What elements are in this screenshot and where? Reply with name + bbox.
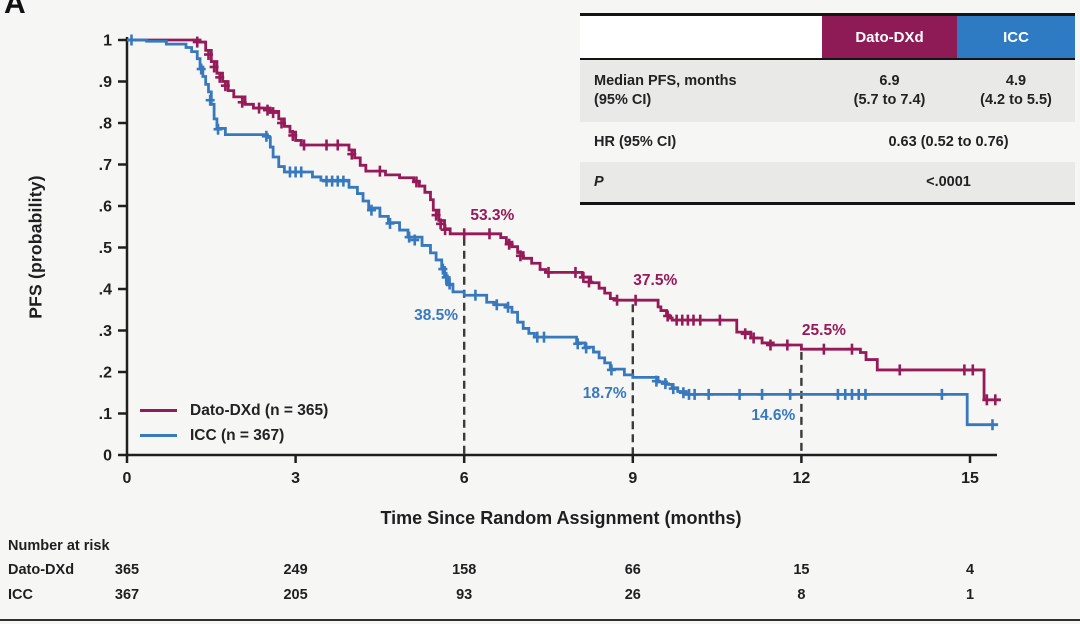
y-tick-label: 0 xyxy=(103,448,112,465)
annotation-dato-37.5: 37.5% xyxy=(633,271,678,289)
median-dato-ci: (5.7 to 7.4) xyxy=(853,92,926,108)
x-tick-label: 6 xyxy=(460,470,469,487)
median-icc-months: 4.9 xyxy=(1005,73,1027,90)
legend: Dato-DXd (n = 365) ICC (n = 367) xyxy=(140,398,328,448)
median-pfs-label-line1: Median PFS, months xyxy=(594,73,737,90)
nar-value: 15 xyxy=(793,562,810,578)
p-value: <.0001 xyxy=(926,173,971,190)
nar-value: 205 xyxy=(283,587,308,603)
hr-label: HR (95% CI) xyxy=(594,133,677,150)
x-tick-label: 12 xyxy=(793,470,811,487)
legend-label-dato: Dato-DXd (n = 365) xyxy=(190,401,329,419)
nar-value: 4 xyxy=(965,562,975,578)
median-pfs-dato-value: 6.9 (5.7 to 7.4) xyxy=(822,72,957,110)
nar-value: 66 xyxy=(624,562,641,578)
nar-row-label-icc: ICC xyxy=(8,587,33,603)
y-axis-title: PFS (probability) xyxy=(25,175,46,319)
nar-value: 26 xyxy=(624,587,641,603)
icc-line-swatch-icon xyxy=(140,434,177,437)
annotation-icc-38.5: 38.5% xyxy=(414,306,459,324)
y-tick-label: .8 xyxy=(99,116,112,133)
legend-label-icc: ICC (n = 367) xyxy=(190,426,285,444)
y-tick-label: .9 xyxy=(99,74,112,91)
median-dato-months: 6.9 xyxy=(879,73,900,90)
hr-value: 0.63 (0.52 to 0.76) xyxy=(888,133,1009,150)
nar-value: 367 xyxy=(114,587,140,603)
x-tick-label: 15 xyxy=(961,470,979,487)
annotation-icc-14.6: 14.6% xyxy=(751,406,796,424)
nar-value: 93 xyxy=(456,587,473,603)
annotation-icc-18.7: 18.7% xyxy=(582,384,627,402)
legend-item-dato: Dato-DXd (n = 365) xyxy=(140,398,328,423)
annotation-dato-53.3: 53.3% xyxy=(470,207,515,225)
x-axis-title: Time Since Random Assignment (months) xyxy=(380,508,742,528)
bottom-divider xyxy=(0,619,1080,621)
dato-line-swatch-icon xyxy=(140,409,177,412)
stats-header-icc: ICC xyxy=(957,16,1075,58)
stats-header-row: Dato-DXd ICC xyxy=(580,16,1075,60)
nar-row-label-dato-dxd: Dato-DXd xyxy=(8,562,75,578)
stats-header-dato: Dato-DXd xyxy=(822,16,957,58)
y-tick-label: .5 xyxy=(99,240,112,257)
x-tick-label: 3 xyxy=(291,470,300,487)
panel-label: A xyxy=(4,0,26,20)
stats-row-median: Median PFS, months (95% CI) 6.9 (5.7 to … xyxy=(580,60,1075,122)
y-tick-label: .6 xyxy=(99,199,112,216)
legend-item-icc: ICC (n = 367) xyxy=(140,423,328,448)
p-label: P xyxy=(594,173,604,190)
annotation-dato-25.5: 25.5% xyxy=(801,321,846,339)
stats-row-p: P <.0001 xyxy=(580,162,1075,202)
nar-value: 8 xyxy=(797,587,806,603)
number-at-risk-title: Number at risk xyxy=(8,538,110,554)
y-tick-label: .7 xyxy=(99,157,112,174)
nar-value: 365 xyxy=(114,562,140,578)
nar-value: 1 xyxy=(965,587,975,603)
median-icc-ci: (4.2 to 5.5) xyxy=(980,92,1052,108)
y-tick-label: .4 xyxy=(99,282,112,299)
y-tick-label: .2 xyxy=(99,365,112,382)
x-tick-label: 9 xyxy=(628,470,637,487)
stats-row-hr: HR (95% CI) 0.63 (0.52 to 0.76) xyxy=(580,122,1075,162)
x-tick-label: 0 xyxy=(123,470,132,487)
median-pfs-label: Median PFS, months (95% CI) xyxy=(580,72,822,110)
y-tick-label: .3 xyxy=(99,323,112,340)
summary-stats-table: Dato-DXd ICC Median PFS, months (95% CI)… xyxy=(580,13,1075,205)
nar-value: 158 xyxy=(452,562,477,578)
median-pfs-label-line2: (95% CI) xyxy=(594,92,652,108)
stats-header-blank-cell xyxy=(580,16,822,58)
median-pfs-icc-value: 4.9 (4.2 to 5.5) xyxy=(957,72,1075,110)
nar-value: 249 xyxy=(283,562,308,578)
y-tick-label: .1 xyxy=(99,406,112,423)
y-tick-label: 1 xyxy=(103,33,112,50)
